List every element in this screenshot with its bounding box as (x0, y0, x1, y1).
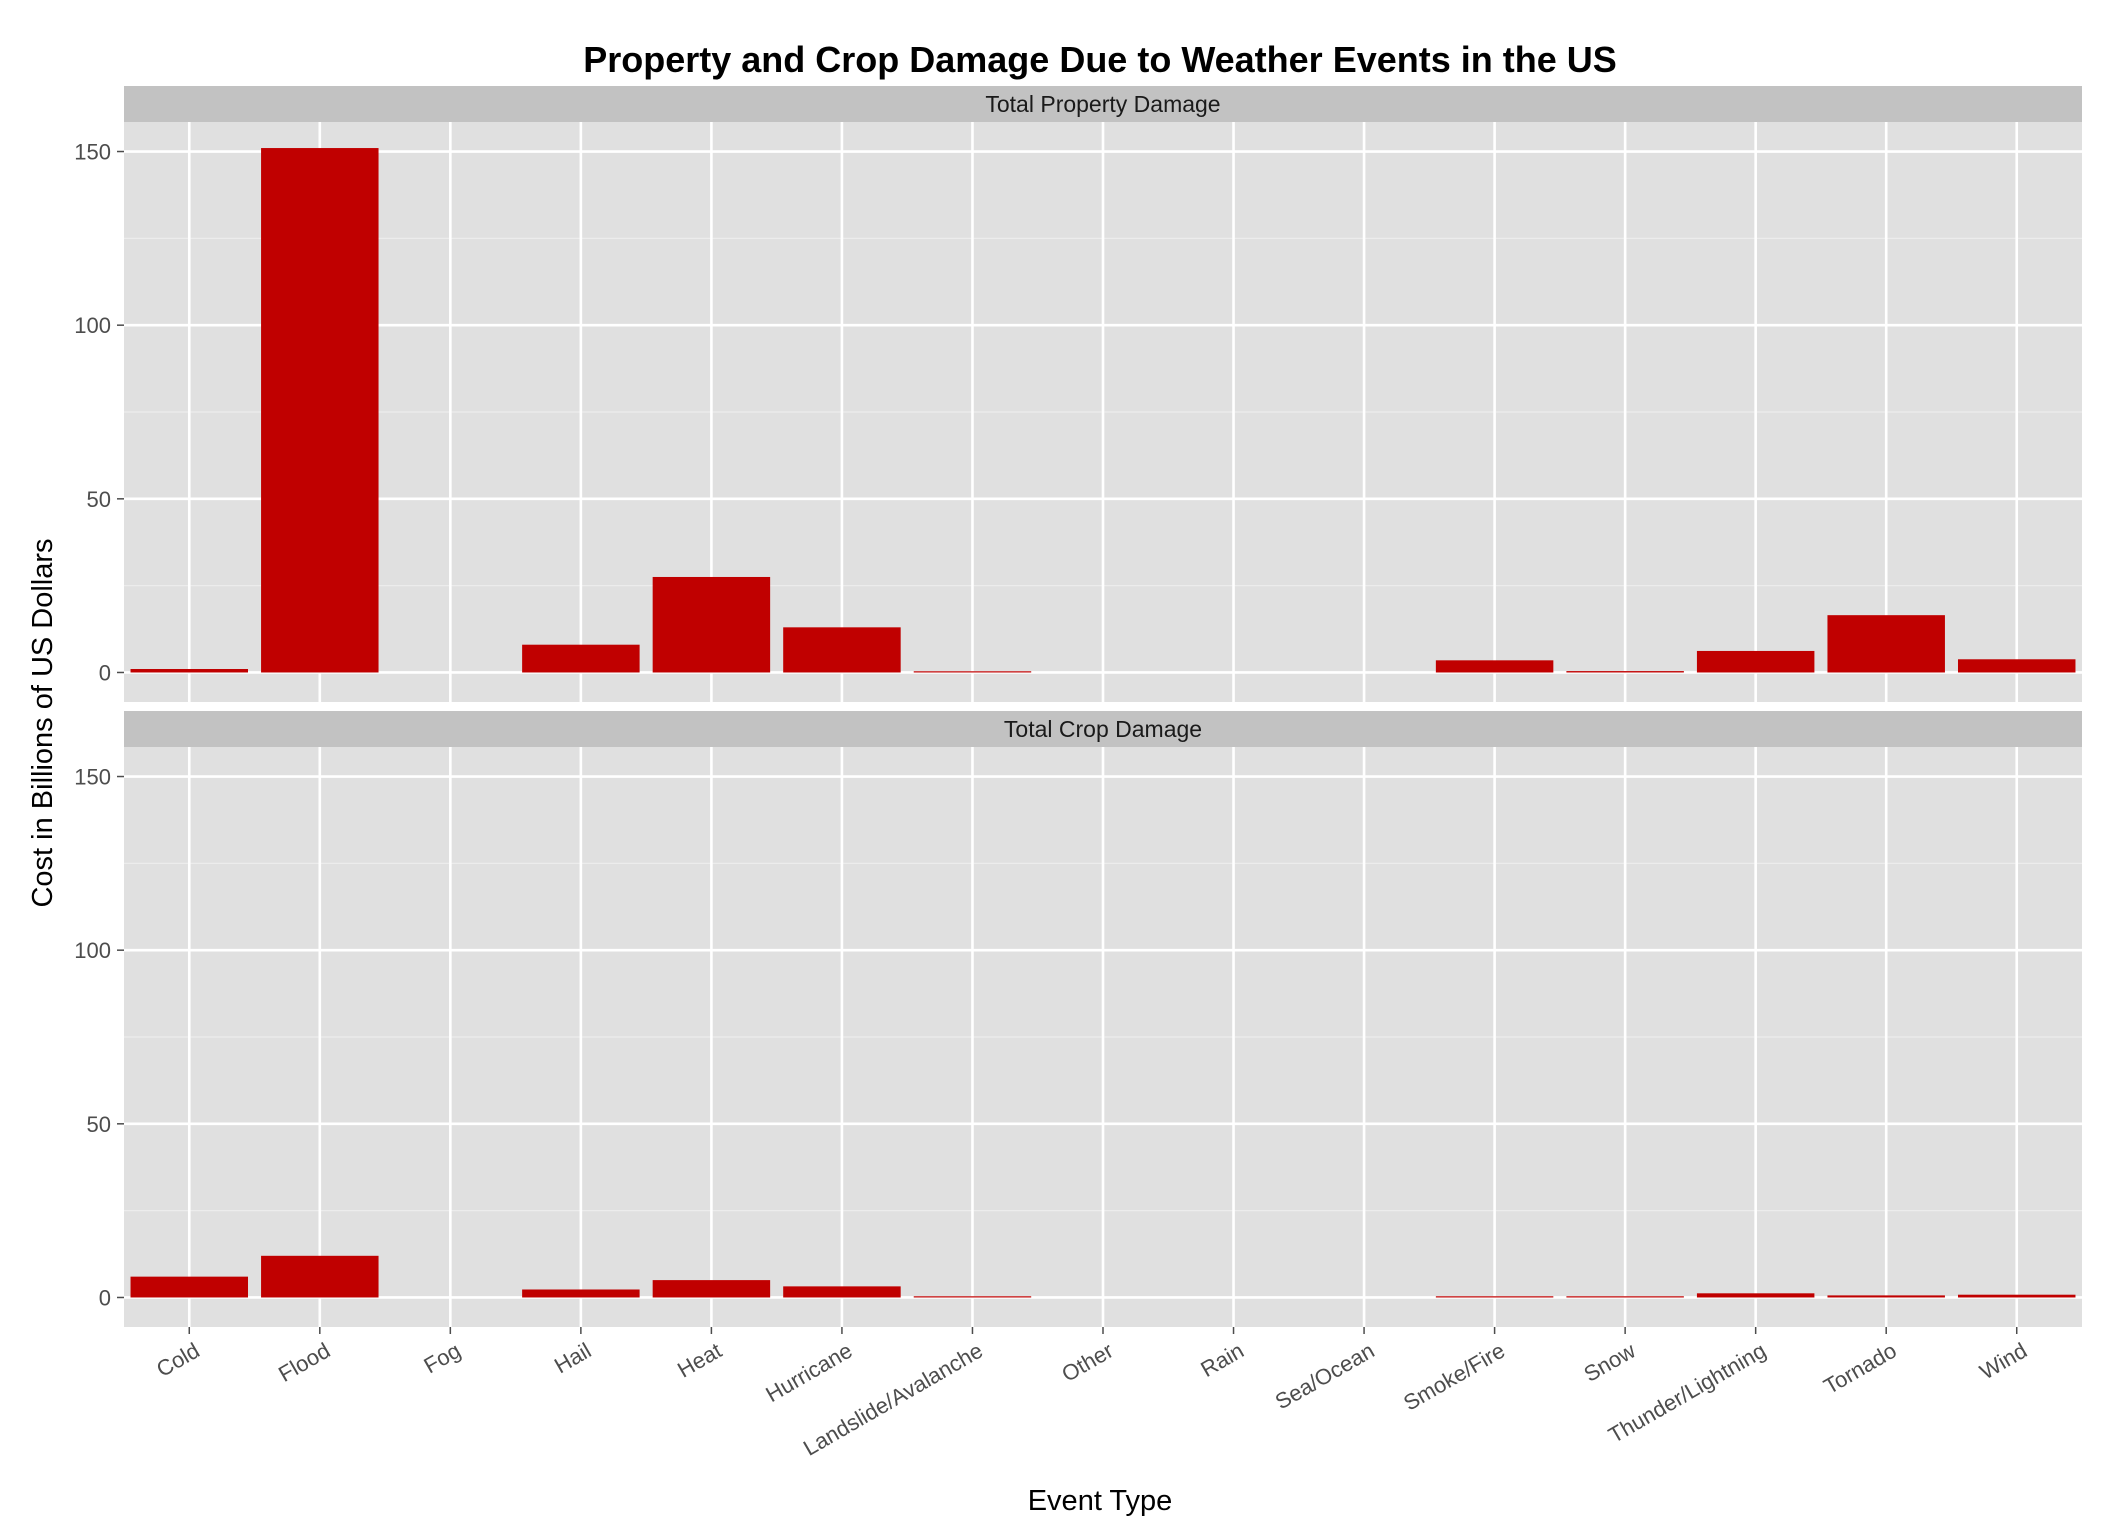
x-axis-ticks: Cold Flood Fog Hail Heat HurricaneLandslide/A… (152, 1327, 2031, 1461)
bar (522, 1289, 640, 1298)
facet-strip (124, 711, 2082, 747)
x-tick-label: Snow (1579, 1338, 1639, 1387)
y-axis-title: Cost in Billions of US Dollars (27, 538, 59, 907)
y-tick-label: 50 (87, 1112, 111, 1137)
facet-panel: Total Crop Damage 0 50 100 150 (74, 711, 2082, 1327)
y-tick-label: 50 (87, 487, 111, 512)
x-tick-label: Smoke/Fire (1399, 1338, 1509, 1416)
bar (1957, 659, 2076, 673)
y-tick-label: 100 (74, 938, 111, 963)
bar (522, 644, 640, 673)
bar (652, 576, 771, 673)
chart-title: Property and Crop Damage Due to Weather … (583, 39, 1617, 80)
bar (1696, 1293, 1815, 1298)
x-tick-label: Sea/Ocean (1271, 1338, 1379, 1415)
bar (1957, 1294, 2076, 1298)
y-tick-label: 0 (99, 1285, 111, 1310)
y-tick-label: 150 (74, 765, 111, 790)
facet-panel: Total Property Damage 0 50 100 150 (74, 86, 2082, 702)
bar (261, 1255, 379, 1298)
x-tick-label: Cold (152, 1338, 204, 1382)
x-tick-label: Wind (1975, 1338, 2031, 1385)
x-tick-label: Tornado (1819, 1338, 1900, 1399)
x-tick-label: Hurricane (761, 1338, 856, 1407)
bar (1827, 1295, 1945, 1298)
bar (1827, 615, 1945, 673)
x-tick-label: Rain (1196, 1338, 1248, 1382)
x-tick-label: Other (1057, 1338, 1117, 1387)
y-tick-label: 150 (74, 140, 111, 165)
bar (130, 1276, 249, 1298)
x-tick-label: Heat (673, 1338, 726, 1383)
y-tick-label: 0 (99, 660, 111, 685)
x-axis-title: Event Type (1028, 1485, 1173, 1517)
bar (1566, 671, 1684, 673)
bar (783, 1286, 901, 1298)
bar (261, 148, 379, 673)
bar (913, 1296, 1032, 1298)
bar (1435, 660, 1554, 673)
bar (783, 627, 901, 673)
facet-strip-label: Total Crop Damage (1004, 716, 1202, 742)
x-tick-label: Flood (274, 1338, 334, 1387)
bar (1566, 1296, 1684, 1298)
bar (1696, 650, 1815, 673)
x-tick-label: Fog (419, 1338, 464, 1379)
bar (913, 671, 1032, 673)
y-tick-label: 100 (74, 313, 111, 338)
bar (1435, 1296, 1554, 1298)
x-tick-label: Hail (550, 1338, 595, 1379)
facet-strip-label: Total Property Damage (985, 91, 1220, 117)
facet-strip (124, 86, 2082, 122)
bar (130, 669, 249, 673)
bar (652, 1280, 771, 1298)
